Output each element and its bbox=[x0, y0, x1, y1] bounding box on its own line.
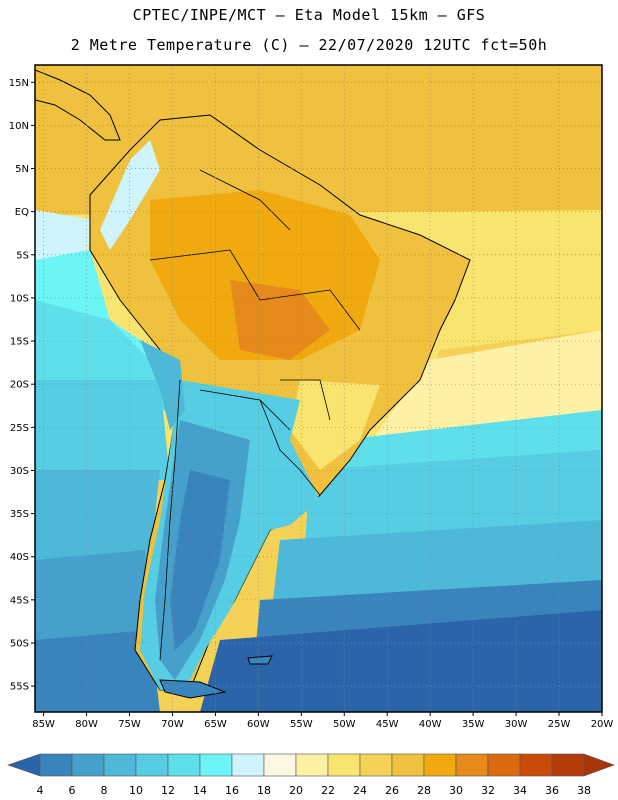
colorbar-swatch bbox=[295, 753, 329, 777]
colorbar-swatch bbox=[263, 753, 297, 777]
lon-tick-label: 45W bbox=[376, 719, 399, 730]
colorbar-arrow-left bbox=[7, 753, 41, 777]
colorbar-level-label: 16 bbox=[225, 784, 239, 797]
colorbar-swatch bbox=[231, 753, 265, 777]
lat-tick-label: 55S bbox=[10, 682, 29, 693]
colorbar-level-label: 14 bbox=[193, 784, 207, 797]
lat-tick-label: 40S bbox=[10, 552, 29, 563]
colorbar-level-label: 4 bbox=[37, 784, 44, 797]
colorbar-level-label: 12 bbox=[161, 784, 175, 797]
lat-tick-label: 15S bbox=[10, 337, 29, 348]
lon-tick-label: 20W bbox=[591, 719, 614, 730]
colorbar-level-label: 34 bbox=[513, 784, 527, 797]
longitude-labels: 85W 80W 75W 70W 65W 60W 55W 50W 45W 40W 35W 30W 25W 2… bbox=[32, 712, 613, 730]
map-title: CPTEC/INPE/MCT – Eta Model 15km – GFS bbox=[132, 6, 486, 24]
lat-tick-label: 45S bbox=[10, 595, 29, 606]
colorbar-swatch bbox=[103, 753, 137, 777]
lon-tick-label: 75W bbox=[118, 719, 141, 730]
colorbar-level-label: 20 bbox=[289, 784, 303, 797]
colorbar-level-label: 26 bbox=[385, 784, 399, 797]
colorbar-swatch bbox=[551, 753, 585, 777]
colorbar-level-label: 36 bbox=[545, 784, 559, 797]
colorbar-level-label: 32 bbox=[481, 784, 495, 797]
lon-tick-label: 25W bbox=[548, 719, 571, 730]
map-grid bbox=[35, 65, 603, 712]
lon-tick-label: 65W bbox=[204, 719, 227, 730]
lon-tick-label: 60W bbox=[247, 719, 270, 730]
colorbar-swatch bbox=[391, 753, 425, 777]
lat-tick-label: EQ bbox=[15, 207, 29, 218]
colorbar-swatch bbox=[423, 753, 457, 777]
colorbar-swatch bbox=[135, 753, 169, 777]
colorbar-level-label: 24 bbox=[353, 784, 367, 797]
colorbar-level-label: 8 bbox=[101, 784, 108, 797]
colorbar-level-label: 28 bbox=[417, 784, 431, 797]
map-subtitle: 2 Metre Temperature (C) – 22/07/2020 12U… bbox=[70, 36, 548, 54]
colorbar-level-label: 18 bbox=[257, 784, 271, 797]
lon-tick-label: 50W bbox=[333, 719, 356, 730]
lat-tick-label: 50S bbox=[10, 638, 29, 649]
colorbar-arrow-right bbox=[583, 753, 615, 777]
colorbar-level-label: 38 bbox=[577, 784, 591, 797]
colorbar-swatch bbox=[167, 753, 201, 777]
lon-tick-label: 85W bbox=[32, 719, 55, 730]
colorbar-swatch bbox=[199, 753, 233, 777]
colorbar-swatch bbox=[455, 753, 489, 777]
colorbar-swatch bbox=[487, 753, 521, 777]
colorbar-level-label: 30 bbox=[449, 784, 463, 797]
lat-tick-label: 30S bbox=[10, 466, 29, 477]
lon-tick-label: 55W bbox=[290, 719, 313, 730]
colorbar-swatch bbox=[71, 753, 105, 777]
lat-tick-label: 5S bbox=[16, 250, 29, 261]
lon-tick-label: 70W bbox=[161, 719, 184, 730]
colorbar-level-label: 22 bbox=[321, 784, 335, 797]
lat-tick-label: 35S bbox=[10, 509, 29, 520]
map-frame bbox=[34, 64, 603, 713]
colorbar-swatch bbox=[359, 753, 393, 777]
colorbar-level-label: 10 bbox=[129, 784, 143, 797]
lon-tick-label: 40W bbox=[419, 719, 442, 730]
color-legend: 4 6 8 10 12 14 16 18 20 22 24 26 28 30 32 34 36 38 bbox=[7, 753, 615, 797]
lat-tick-label: 10S bbox=[10, 293, 29, 304]
lon-tick-label: 80W bbox=[75, 719, 98, 730]
latitude-labels: 15N 10N 5N EQ 5S 10S 15S 20S 25S 30S 35S 40S 45S 50S 5… bbox=[9, 78, 35, 693]
lat-tick-label: 10N bbox=[9, 121, 29, 132]
colorbar-swatch bbox=[327, 753, 361, 777]
colorbar-swatch bbox=[519, 753, 553, 777]
colorbar-swatch bbox=[39, 753, 73, 777]
lat-tick-label: 25S bbox=[10, 423, 29, 434]
colorbar-level-label: 6 bbox=[69, 784, 76, 797]
lat-tick-label: 5N bbox=[15, 164, 29, 175]
lon-tick-label: 30W bbox=[505, 719, 528, 730]
temperature-field bbox=[35, 65, 602, 712]
lat-tick-label: 15N bbox=[9, 78, 29, 89]
lat-tick-label: 20S bbox=[10, 380, 29, 391]
lon-tick-label: 35W bbox=[462, 719, 485, 730]
